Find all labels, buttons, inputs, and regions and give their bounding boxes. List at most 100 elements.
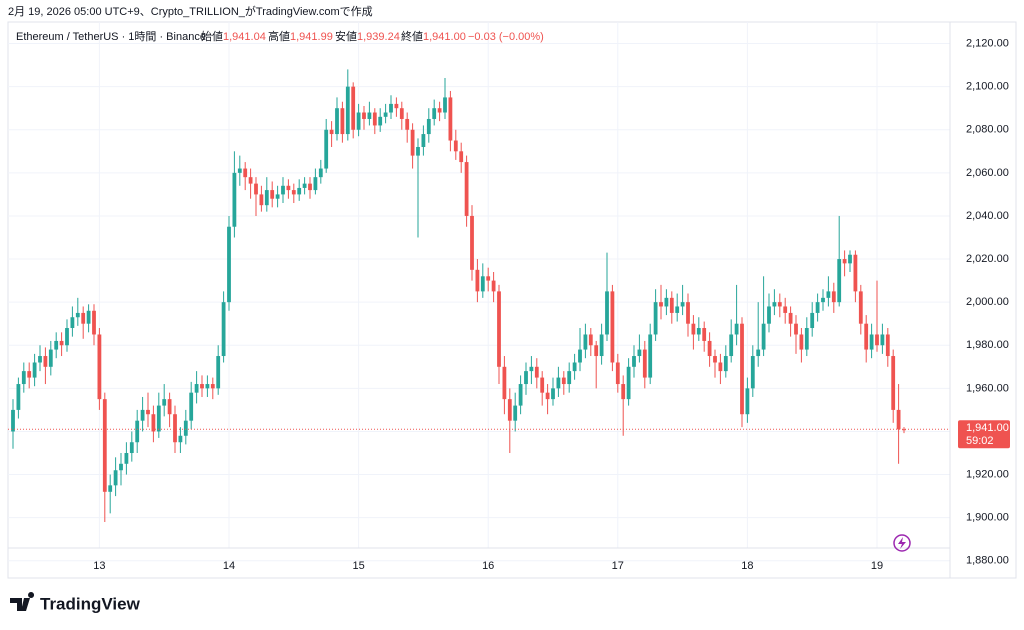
candle-body bbox=[491, 280, 496, 292]
candle-body bbox=[853, 254, 858, 292]
candle-body bbox=[92, 310, 96, 335]
candle-body bbox=[248, 177, 253, 184]
candle-body bbox=[885, 334, 890, 357]
candle-body bbox=[43, 356, 48, 367]
candle-body bbox=[497, 291, 501, 367]
icon-bolt[interactable] bbox=[898, 537, 906, 549]
replay-icon[interactable] bbox=[893, 534, 911, 552]
candle-body bbox=[459, 151, 464, 163]
y-tick-label: 1,960.00 bbox=[966, 382, 1009, 394]
candle-body bbox=[502, 366, 507, 400]
candle-body bbox=[540, 377, 545, 393]
candle-body bbox=[135, 420, 140, 443]
candle-body bbox=[448, 97, 453, 141]
candle-body bbox=[335, 108, 339, 135]
candle-body bbox=[696, 328, 701, 335]
candle-body bbox=[264, 190, 269, 206]
candle-body bbox=[902, 429, 906, 431]
candle-body bbox=[156, 405, 161, 432]
candle-body bbox=[291, 190, 296, 195]
candle-body bbox=[464, 162, 469, 216]
candle-body bbox=[11, 409, 15, 432]
close-label: 終値 bbox=[401, 29, 423, 43]
candle-body bbox=[232, 172, 237, 227]
candle-body bbox=[254, 183, 258, 195]
candle-body bbox=[178, 435, 183, 443]
candle-body bbox=[75, 312, 80, 318]
candle-body bbox=[507, 399, 512, 421]
x-tick-label: 14 bbox=[223, 560, 235, 572]
candle-body bbox=[826, 291, 831, 298]
logo: TradingView bbox=[10, 592, 141, 613]
candle-body bbox=[659, 302, 663, 307]
candle-body bbox=[669, 297, 674, 313]
candle-body bbox=[281, 185, 285, 195]
candle-body bbox=[615, 362, 620, 385]
candle-body bbox=[529, 366, 534, 372]
y-tick-label: 1,980.00 bbox=[966, 339, 1009, 351]
candle-body bbox=[675, 306, 680, 313]
candle-body bbox=[869, 334, 874, 350]
candle-body bbox=[416, 146, 420, 156]
candle-body bbox=[815, 302, 820, 313]
low-value: 1,939.24 bbox=[357, 31, 400, 43]
candle-body bbox=[821, 297, 825, 303]
brand: TradingView bbox=[40, 594, 141, 613]
candle-body bbox=[518, 384, 523, 406]
candle-body bbox=[146, 409, 150, 415]
candle-body bbox=[734, 323, 739, 335]
candle-body bbox=[594, 345, 599, 357]
candle-body bbox=[54, 340, 59, 350]
icon-ring[interactable] bbox=[893, 534, 911, 552]
candle-body bbox=[756, 349, 761, 357]
candle-body bbox=[394, 103, 399, 109]
candle-body bbox=[340, 108, 345, 135]
candle-body bbox=[378, 116, 383, 126]
candle-body bbox=[183, 420, 188, 436]
candle-body bbox=[875, 334, 879, 346]
candle-body bbox=[745, 388, 750, 415]
candle-body bbox=[740, 323, 744, 415]
candle-body bbox=[119, 463, 123, 471]
symbol: Ethereum / TetherUS · 1時間 · Binance bbox=[16, 30, 206, 43]
candle-body bbox=[799, 334, 804, 350]
y-tick-label: 2,100.00 bbox=[966, 81, 1009, 93]
candle-body bbox=[578, 349, 582, 363]
candle-body bbox=[302, 183, 307, 188]
candle-body bbox=[804, 328, 809, 350]
candle-body bbox=[351, 86, 356, 130]
y-tick-label: 2,020.00 bbox=[966, 253, 1009, 265]
high-value: 1,941.99 bbox=[290, 31, 333, 43]
grid bbox=[8, 22, 950, 562]
candle-body bbox=[313, 177, 318, 191]
candle-body bbox=[324, 129, 329, 169]
candle-body bbox=[421, 134, 426, 147]
y-tick-label: 1,920.00 bbox=[966, 468, 1009, 480]
candle-body bbox=[837, 259, 842, 303]
candle-body bbox=[723, 356, 728, 372]
candle-body bbox=[167, 399, 172, 415]
candle-body bbox=[524, 371, 528, 385]
candle-body bbox=[610, 291, 615, 363]
candle-body bbox=[221, 302, 226, 357]
candle-body bbox=[362, 112, 366, 119]
candle-body bbox=[767, 306, 771, 324]
candle-body bbox=[210, 384, 215, 389]
candle-body bbox=[259, 194, 264, 206]
candle-body bbox=[308, 183, 312, 191]
candle-body bbox=[729, 334, 734, 357]
candle-body bbox=[443, 97, 447, 113]
candle-body bbox=[583, 334, 588, 350]
legend: Ethereum / TetherUS · 1時間 · Binance 始値 1… bbox=[16, 29, 544, 43]
candle-body bbox=[227, 226, 231, 303]
candle-body bbox=[65, 328, 69, 346]
candle-body bbox=[389, 103, 393, 113]
candle-body bbox=[691, 323, 696, 335]
x-tick-label: 17 bbox=[612, 560, 624, 572]
candle-body bbox=[842, 259, 847, 264]
candle-body bbox=[162, 399, 167, 406]
candle-body bbox=[621, 384, 626, 400]
candle-body bbox=[713, 356, 717, 363]
candle-body bbox=[848, 254, 852, 264]
